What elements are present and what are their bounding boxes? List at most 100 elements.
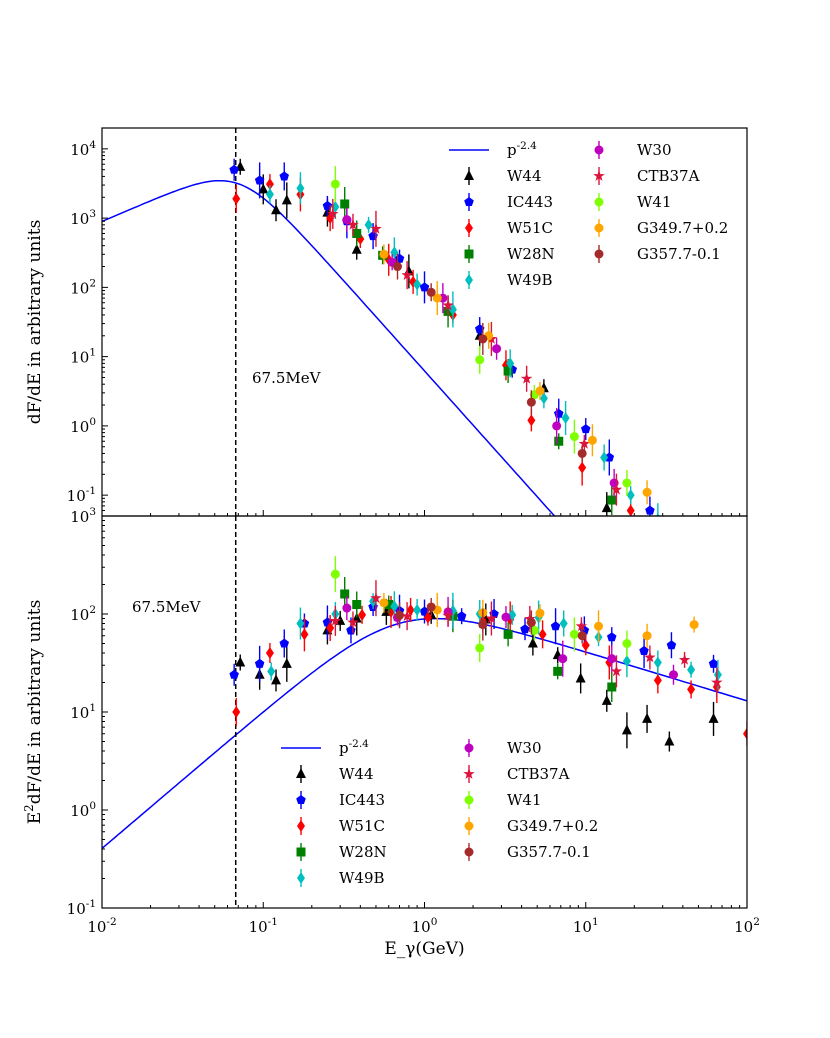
data-point bbox=[642, 712, 653, 723]
legend-marker bbox=[464, 795, 474, 805]
data-point bbox=[713, 668, 722, 681]
data-point bbox=[413, 603, 422, 616]
data-point bbox=[553, 666, 563, 676]
y-tick-label: 104 bbox=[70, 139, 96, 159]
data-point bbox=[346, 625, 356, 635]
data-point bbox=[558, 654, 568, 664]
data-point bbox=[300, 628, 309, 641]
data-point bbox=[265, 188, 274, 201]
series-W41 bbox=[330, 166, 632, 496]
data-point bbox=[254, 658, 265, 668]
data-point bbox=[370, 222, 382, 234]
data-point bbox=[279, 638, 289, 648]
data-point bbox=[364, 218, 373, 231]
data-point bbox=[687, 683, 696, 696]
data-point bbox=[478, 334, 488, 344]
series-W28N bbox=[340, 186, 617, 516]
data-point bbox=[392, 262, 402, 272]
legend: p-2.4 W44 IC443 W51C W28N W49B W30 CTB37A W41 G34… bbox=[281, 738, 598, 887]
x-tick-label: 10-2 bbox=[87, 916, 116, 936]
cutoff-annotation: 67.5MeV bbox=[132, 598, 202, 616]
data-point bbox=[538, 628, 547, 641]
legend-marker bbox=[297, 820, 305, 832]
data-point bbox=[351, 243, 362, 254]
legend-marker bbox=[296, 768, 306, 778]
data-point bbox=[379, 598, 389, 608]
data-point bbox=[708, 658, 719, 668]
data-point bbox=[529, 625, 539, 635]
legend-marker bbox=[464, 249, 474, 259]
data-point bbox=[395, 610, 405, 620]
data-point bbox=[401, 610, 413, 621]
data-point bbox=[330, 179, 340, 189]
legend-marker bbox=[464, 170, 474, 180]
data-point bbox=[503, 629, 513, 639]
legend-label: W49B bbox=[339, 869, 385, 887]
data-point bbox=[539, 392, 548, 405]
data-point bbox=[235, 656, 246, 667]
data-point bbox=[232, 706, 241, 718]
data-point bbox=[642, 487, 652, 497]
legend-label: W41 bbox=[637, 193, 672, 211]
y-tick-label: 10-1 bbox=[67, 485, 96, 505]
y-tick-label: 101 bbox=[70, 347, 96, 367]
model-curve bbox=[102, 179, 556, 516]
axes-frame bbox=[101, 515, 748, 909]
data-point bbox=[229, 164, 239, 174]
data-point bbox=[535, 608, 545, 618]
data-point bbox=[581, 639, 590, 652]
x-tick-label: 101 bbox=[573, 916, 599, 936]
legend-label: W51C bbox=[507, 219, 553, 237]
legend-marker bbox=[465, 274, 473, 286]
cutoff-annotation: 67.5MeV bbox=[252, 369, 322, 387]
y-tick-label: 103 bbox=[70, 506, 96, 526]
data-point bbox=[340, 589, 350, 599]
series-G357.7-0.1 bbox=[392, 253, 587, 462]
data-point bbox=[626, 504, 635, 516]
data-point bbox=[352, 600, 362, 610]
legend-label: W51C bbox=[339, 817, 385, 835]
data-point bbox=[296, 617, 305, 630]
legend-label: W49B bbox=[507, 271, 553, 289]
y-tick-label: 101 bbox=[70, 702, 96, 722]
data-point bbox=[232, 192, 241, 205]
data-point bbox=[296, 182, 305, 195]
legend-marker bbox=[594, 223, 604, 233]
data-point bbox=[426, 602, 436, 612]
data-point bbox=[265, 178, 274, 191]
data-point bbox=[639, 645, 649, 655]
axes-frame bbox=[101, 127, 748, 517]
data-point bbox=[390, 246, 399, 259]
legend-label: W30 bbox=[507, 739, 542, 757]
data-point bbox=[340, 199, 350, 209]
data-point bbox=[267, 665, 276, 678]
data-point bbox=[254, 175, 265, 185]
data-point bbox=[506, 357, 515, 370]
series-IC443 bbox=[229, 158, 655, 516]
data-point bbox=[621, 724, 632, 735]
data-point bbox=[390, 600, 399, 613]
legend: p-2.4 W44 IC443 W51C W28N W49B W30 CTB37A W41 G34… bbox=[449, 140, 728, 289]
data-point bbox=[432, 293, 442, 303]
legend-label: IC443 bbox=[507, 193, 553, 211]
legend-label: W28N bbox=[507, 245, 555, 263]
data-point bbox=[743, 727, 747, 740]
series-CTB37A bbox=[327, 198, 623, 506]
data-point bbox=[352, 228, 362, 238]
legend-marker bbox=[296, 847, 306, 857]
data-point bbox=[475, 324, 485, 334]
y-tick-label: 100 bbox=[70, 416, 96, 436]
series-G349.7+0.2 bbox=[379, 244, 652, 505]
data-point bbox=[678, 653, 691, 665]
series-W49B bbox=[267, 591, 722, 690]
data-point bbox=[581, 424, 591, 434]
data-point bbox=[622, 639, 632, 649]
legend-marker bbox=[297, 872, 305, 884]
data-point bbox=[448, 303, 457, 316]
data-point bbox=[607, 654, 617, 664]
data-point bbox=[601, 502, 612, 513]
data-point bbox=[601, 694, 612, 705]
data-point bbox=[347, 616, 359, 628]
data-point bbox=[419, 282, 430, 292]
